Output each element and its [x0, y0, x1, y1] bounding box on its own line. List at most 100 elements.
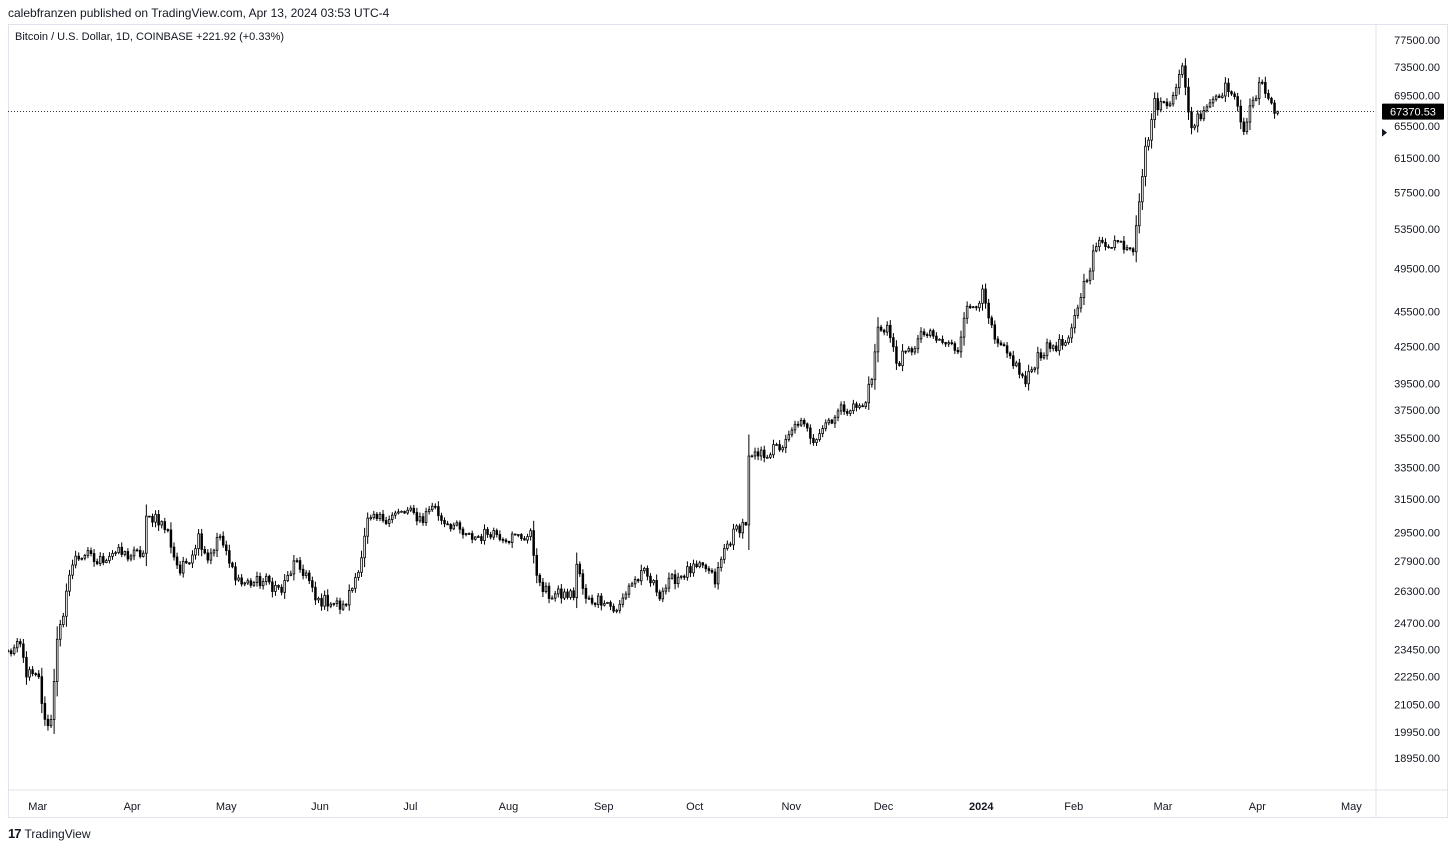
candle-body	[1045, 342, 1049, 356]
candle-body	[111, 553, 114, 557]
candle-body	[1147, 139, 1150, 147]
y-tick-label: 26300.00	[1394, 586, 1440, 598]
candle-body	[1002, 344, 1006, 347]
candle-body	[375, 513, 379, 519]
candle-body	[956, 349, 960, 353]
candle-body	[1021, 373, 1024, 377]
candle-body	[228, 550, 231, 564]
x-tick-label: May	[216, 801, 237, 813]
candle-body	[301, 568, 305, 576]
candle-body	[1018, 362, 1021, 375]
candle-body	[1233, 93, 1236, 97]
candle-body	[455, 522, 459, 526]
candle-body	[1064, 342, 1067, 346]
y-tick-label: 33500.00	[1394, 463, 1440, 475]
candle-body	[283, 580, 286, 593]
candle-body	[1202, 110, 1206, 120]
candle-body	[1221, 95, 1224, 98]
candle-body	[1248, 105, 1252, 123]
candle-body	[852, 403, 855, 412]
candle-body	[762, 449, 766, 458]
candle-body	[461, 528, 465, 535]
candle-body	[686, 566, 689, 578]
candle-body	[1085, 279, 1089, 282]
candle-body	[237, 577, 240, 581]
candle-body	[360, 557, 363, 573]
candle-body	[1193, 125, 1196, 129]
candle-body	[501, 539, 505, 541]
candle-body	[1005, 345, 1009, 354]
candle-body	[1230, 91, 1233, 95]
candle-body	[612, 605, 615, 612]
candle-body	[354, 577, 357, 589]
y-tick-label: 39500.00	[1394, 379, 1440, 391]
candle-body	[1116, 240, 1120, 242]
candle-body	[1214, 95, 1218, 100]
candle-body	[418, 516, 422, 522]
candle-body	[372, 513, 376, 519]
candle-body	[892, 337, 895, 348]
candle-body	[280, 586, 283, 593]
candle-body	[716, 566, 720, 585]
candle-body	[1261, 81, 1264, 84]
publish-info: calebfranzen published on TradingView.co…	[8, 6, 390, 20]
candle-body	[901, 350, 904, 367]
candle-body	[145, 515, 148, 554]
candle-body	[160, 521, 163, 526]
candle-body	[889, 324, 892, 339]
candle-body	[898, 362, 901, 367]
candle-body	[295, 560, 299, 563]
candle-body	[1270, 97, 1273, 104]
candle-body	[449, 524, 452, 530]
x-tick-label: Mar	[1153, 801, 1172, 813]
candle-body	[1138, 201, 1141, 227]
candle-body	[181, 560, 185, 574]
candle-body	[83, 554, 87, 559]
candle-body	[123, 551, 127, 555]
candle-body	[1091, 250, 1095, 272]
candle-body	[544, 585, 548, 592]
candle-body	[277, 585, 280, 588]
y-tick-label: 49500.00	[1394, 264, 1440, 276]
candle-body	[366, 517, 369, 537]
candle-body	[1024, 375, 1027, 385]
candle-body	[1190, 111, 1193, 129]
candle-body	[919, 331, 923, 340]
candle-body	[194, 548, 197, 556]
y-tick-label: 69500.00	[1394, 91, 1440, 103]
candle-body	[726, 543, 729, 549]
candle-body	[781, 447, 784, 451]
candle-body	[1027, 370, 1030, 385]
candle-body	[142, 552, 145, 557]
candle-body	[719, 558, 723, 568]
candle-body	[707, 568, 711, 571]
candle-body	[31, 669, 34, 675]
price-chart[interactable]: 77500.00 73500.00 69500.00 65500.00 61500.00…	[8, 24, 1448, 818]
candle-body	[403, 510, 406, 514]
candle-body	[593, 602, 597, 605]
candle-body	[830, 419, 834, 424]
footer-brand[interactable]: 17 TradingView	[8, 826, 91, 841]
candle-body	[578, 563, 582, 575]
candle-body	[320, 597, 323, 607]
candle-body	[400, 510, 403, 513]
candle-body	[925, 334, 929, 336]
candle-body	[947, 342, 950, 345]
candle-body	[609, 602, 612, 607]
candle-body	[166, 529, 170, 531]
candle-body	[941, 338, 944, 343]
candle-body	[8, 650, 10, 653]
candle-body	[701, 562, 705, 566]
candle-body	[507, 540, 511, 543]
candle-body	[1153, 98, 1156, 121]
candle-body	[154, 513, 157, 523]
candle-body	[151, 515, 154, 523]
y-tick-label: 31500.00	[1394, 494, 1440, 506]
y-tick-label: 61500.00	[1394, 153, 1440, 165]
candle-body	[621, 597, 625, 605]
candle-body	[606, 602, 609, 604]
candle-body	[815, 439, 818, 443]
candle-body	[560, 588, 563, 599]
candle-body	[596, 595, 600, 605]
brand-name: TradingView	[24, 826, 91, 841]
